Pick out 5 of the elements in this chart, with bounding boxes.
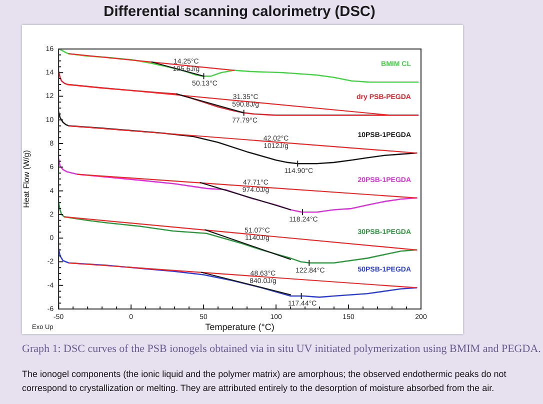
- text: The ionogel components (the ionic liquid and the polymer matrix) are amorphous; the observed endothermic peaks do not correspond to crystallization or melting. They are attributed entirely to the desorption of moisture absorbed from the air.: [22, 368, 508, 395]
- caption: Graph 1: DSC curves of the PSB ionogels obtained via in situ UV initiated polymerization using BMIM and PEGDA.: [22, 343, 542, 355]
- x-axis-title: Temperature (°C): [205, 322, 274, 332]
- y-axis-title: Heat Flow (W/g): [22, 150, 32, 208]
- chart-title: Differential scanning calorimetry (DSC): [102, 4, 376, 20]
